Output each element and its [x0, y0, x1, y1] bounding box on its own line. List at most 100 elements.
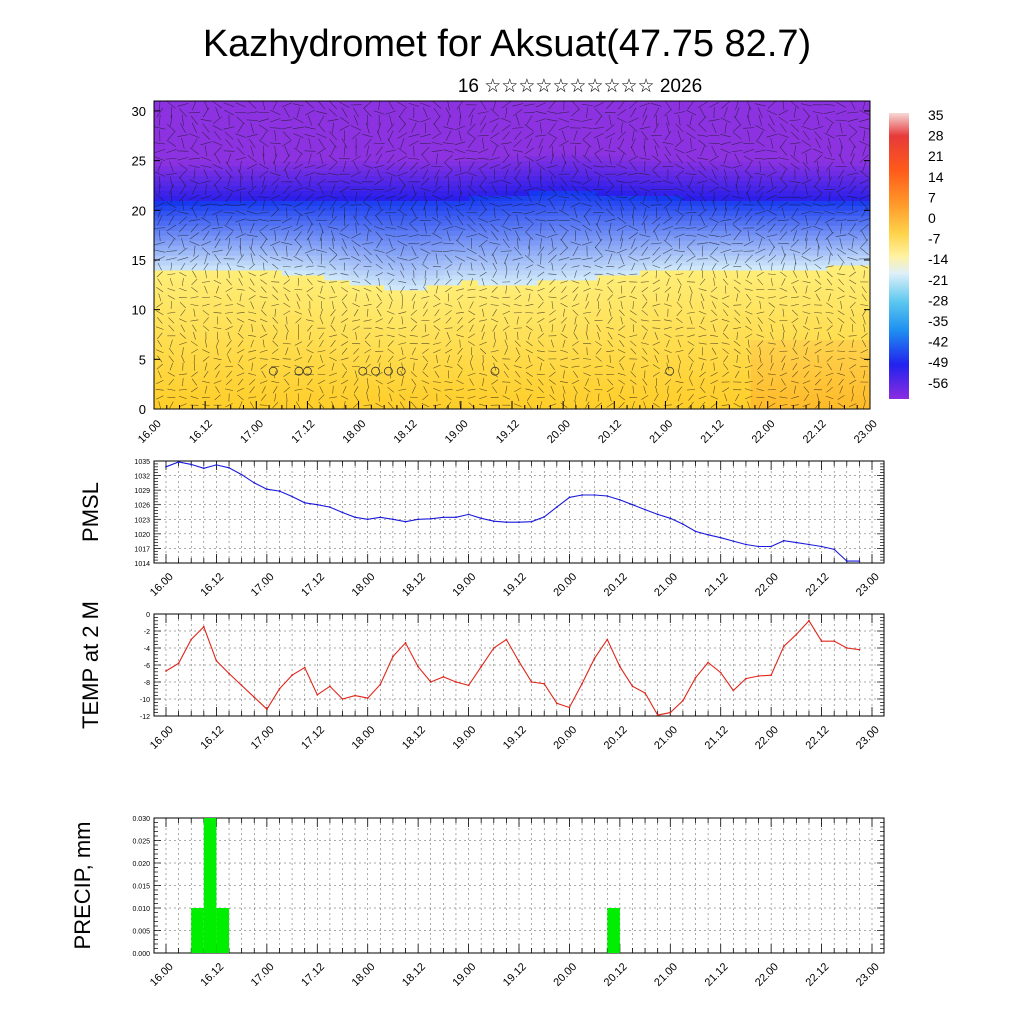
field-cell: [256, 339, 266, 346]
field-cell: [716, 279, 726, 286]
field-cell: [171, 404, 181, 409]
field-cell: [793, 374, 803, 380]
field-cell: [435, 215, 445, 221]
field-cell: [588, 279, 598, 286]
field-cell: [350, 374, 360, 380]
field-cell: [503, 200, 513, 206]
field-cell: [520, 329, 530, 336]
field-cell: [315, 150, 326, 157]
field-cell: [469, 165, 479, 172]
field-cell: [767, 155, 777, 162]
field-cell: [784, 160, 794, 167]
field-cell: [665, 220, 675, 226]
field-cell: [460, 399, 470, 405]
field-cell: [597, 384, 607, 390]
field-cell: [452, 195, 462, 201]
field-cell: [298, 170, 309, 177]
field-cell: [554, 220, 564, 226]
field-cell: [494, 150, 505, 157]
field-cell: [588, 389, 598, 395]
field-cell: [742, 269, 752, 276]
field-cell: [315, 195, 326, 201]
field-cell: [171, 230, 181, 236]
field-cell: [546, 175, 556, 182]
field-cell: [571, 255, 581, 261]
field-cell: [324, 190, 334, 196]
field-cell: [264, 259, 274, 266]
field-cell: [179, 135, 189, 142]
field-cell: [375, 359, 385, 365]
field-cell: [333, 259, 343, 266]
field-cell: [222, 324, 232, 331]
field-cell: [239, 379, 249, 385]
field-cell: [767, 399, 777, 405]
field-cell: [171, 150, 181, 157]
field-cell: [588, 235, 598, 241]
field-cell: [196, 309, 206, 316]
field-cell: [494, 259, 505, 266]
field-cell: [767, 255, 777, 261]
field-cell: [827, 284, 837, 291]
field-cell: [546, 309, 556, 316]
field-cell: [648, 379, 658, 385]
field-cell: [767, 240, 777, 246]
field-cell: [614, 210, 624, 216]
field-cell: [767, 120, 777, 127]
field-cell: [239, 135, 249, 142]
field-cell: [477, 404, 488, 409]
field-cell: [759, 160, 769, 167]
field-cell: [418, 379, 428, 385]
field-cell: [665, 339, 675, 346]
field-cell: [725, 354, 735, 360]
field-cell: [554, 230, 564, 236]
field-cell: [682, 279, 692, 286]
field-cell: [818, 175, 828, 182]
field-cell: [205, 284, 215, 291]
field-cell: [801, 394, 811, 400]
field-cell: [324, 389, 334, 395]
field-cell: [656, 135, 667, 142]
field-cell: [154, 299, 164, 306]
field-cell: [256, 255, 266, 261]
field-cell: [631, 180, 641, 187]
field-cell: [682, 304, 692, 311]
field-cell: [571, 230, 581, 236]
field-cell: [503, 324, 513, 331]
field-cell: [256, 269, 266, 276]
field-cell: [733, 105, 743, 112]
field-cell: [512, 349, 522, 355]
field-cell: [409, 354, 419, 360]
field-cell: [546, 329, 556, 336]
field-cell: [605, 404, 615, 409]
field-cell: [350, 125, 360, 132]
field-cell: [333, 284, 343, 291]
field-cell: [597, 230, 607, 236]
field-cell: [469, 259, 479, 266]
field-cell: [512, 309, 522, 316]
field-cell: [333, 125, 343, 132]
field-cell: [529, 264, 539, 271]
field-cell: [290, 120, 300, 127]
field-cell: [818, 160, 828, 167]
field-cell: [605, 115, 615, 122]
field-cell: [375, 284, 385, 291]
field-cell: [324, 225, 334, 231]
field-cell: [767, 359, 777, 365]
field-cell: [708, 120, 718, 127]
field-cell: [367, 339, 377, 346]
field-cell: [239, 105, 249, 112]
field-cell: [162, 101, 172, 107]
field-cell: [290, 160, 300, 167]
field-cell: [486, 269, 496, 276]
field-cell: [818, 185, 828, 192]
field-cell: [375, 245, 385, 251]
field-cell: [793, 235, 803, 241]
field-cell: [281, 240, 291, 246]
field-cell: [691, 279, 701, 286]
field-cell: [665, 150, 675, 157]
field-cell: [563, 389, 573, 395]
field-cell: [537, 175, 547, 182]
field-cell: [716, 294, 726, 301]
field-cell: [580, 274, 590, 281]
field-cell: [426, 115, 436, 122]
